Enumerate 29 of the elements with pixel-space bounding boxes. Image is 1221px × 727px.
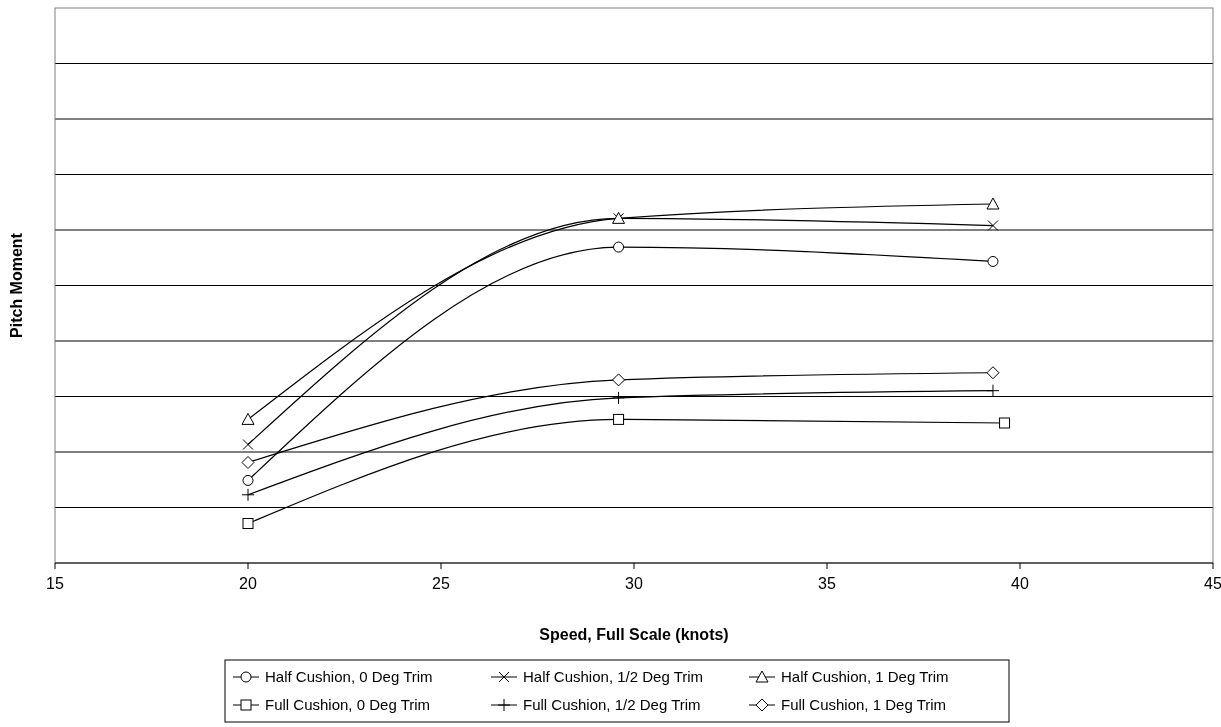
- point: [613, 241, 625, 253]
- point: [242, 474, 254, 486]
- point: [241, 488, 255, 502]
- point: [986, 366, 1000, 380]
- point: [987, 255, 999, 267]
- point: [987, 220, 999, 232]
- legend-label: Half Cushion, 1 Deg Trim: [781, 668, 949, 685]
- point: [241, 455, 255, 469]
- x-axis-title: Speed, Full Scale (knots): [539, 626, 729, 643]
- legend-label: Full Cushion, 0 Deg Trim: [265, 696, 431, 713]
- x-tick-label: 15: [46, 575, 64, 592]
- point: [242, 439, 254, 451]
- point: [999, 417, 1011, 429]
- point: [613, 413, 625, 425]
- point: [612, 373, 626, 387]
- legend-label: Half Cushion, 0 Deg Trim: [265, 668, 433, 685]
- y-axis-title: Pitch Moment: [8, 232, 25, 338]
- x-tick-label: 20: [239, 575, 257, 592]
- x-tick-label: 30: [625, 575, 643, 592]
- x-tick-label: 35: [818, 575, 836, 592]
- legend-label: Full Cushion, 1 Deg Trim: [781, 696, 947, 713]
- x-tick-label: 25: [432, 575, 450, 592]
- legend-label: Half Cushion, 1/2 Deg Trim: [523, 668, 704, 685]
- point: [986, 384, 1000, 398]
- x-tick-label: 40: [1011, 575, 1029, 592]
- x-tick-label: 45: [1204, 575, 1221, 592]
- point: [612, 391, 626, 405]
- point: [242, 518, 254, 530]
- legend-label: Full Cushion, 1/2 Deg Trim: [523, 696, 701, 713]
